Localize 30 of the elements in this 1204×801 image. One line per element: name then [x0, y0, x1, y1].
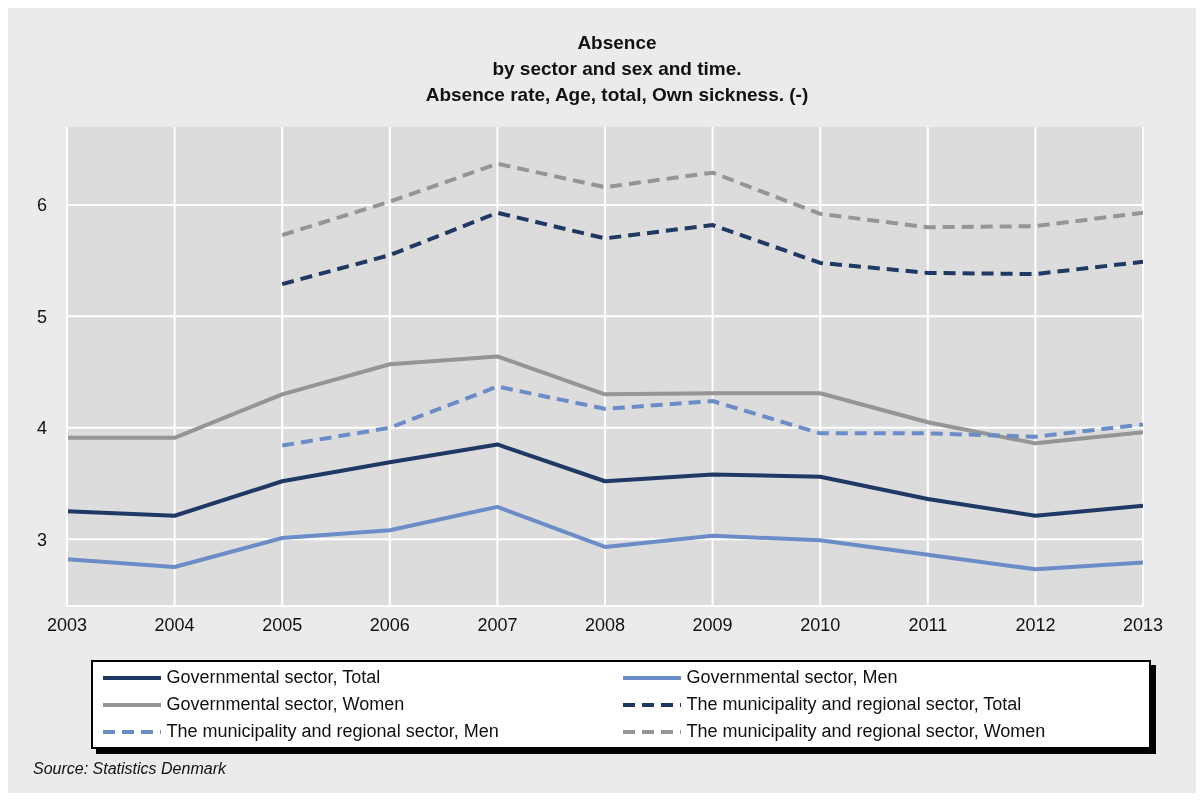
legend-label: Governmental sector, Men: [686, 667, 898, 688]
source-note: Source: Statistics Denmark: [33, 760, 226, 778]
line-series: [280, 210, 1143, 287]
line-series: [67, 354, 1143, 446]
x-tick-label: 2012: [1015, 614, 1056, 635]
x-tick-label: 2009: [692, 614, 733, 635]
legend-label: The municipality and regional sector, Women: [686, 721, 1046, 742]
legend-label: The municipality and regional sector, Total: [686, 694, 1022, 715]
line-series: [280, 161, 1143, 238]
line-series: [280, 384, 1143, 448]
legend-label: Governmental sector, Total: [166, 667, 381, 688]
x-tick-label: 2008: [584, 614, 626, 635]
x-tick-label: 2010: [800, 614, 841, 635]
x-tick-label: 2013: [1122, 614, 1164, 635]
y-tick-label: 6: [36, 195, 47, 216]
x-tick-label: 2003: [46, 614, 88, 635]
x-tick-label: 2005: [262, 614, 303, 635]
line-series: [67, 442, 1143, 518]
y-tick-label: 4: [36, 418, 47, 439]
y-tick-label: 5: [36, 306, 47, 327]
y-tick-label: 3: [36, 529, 47, 550]
x-tick-label: 2004: [154, 614, 195, 635]
x-tick-label: 2011: [908, 614, 948, 635]
legend-label: The municipality and regional sector, Men: [166, 721, 499, 742]
x-tick-label: 2007: [477, 614, 518, 635]
chart-subtitle: by sector and sex and time. Absence rate, Age, total, Own sickness. (-): [424, 57, 810, 107]
x-tick-label: 2006: [369, 614, 410, 635]
line-series: [67, 504, 1143, 572]
legend-label: Governmental sector, Women: [166, 694, 405, 715]
chart-title: Absence: [576, 31, 658, 55]
